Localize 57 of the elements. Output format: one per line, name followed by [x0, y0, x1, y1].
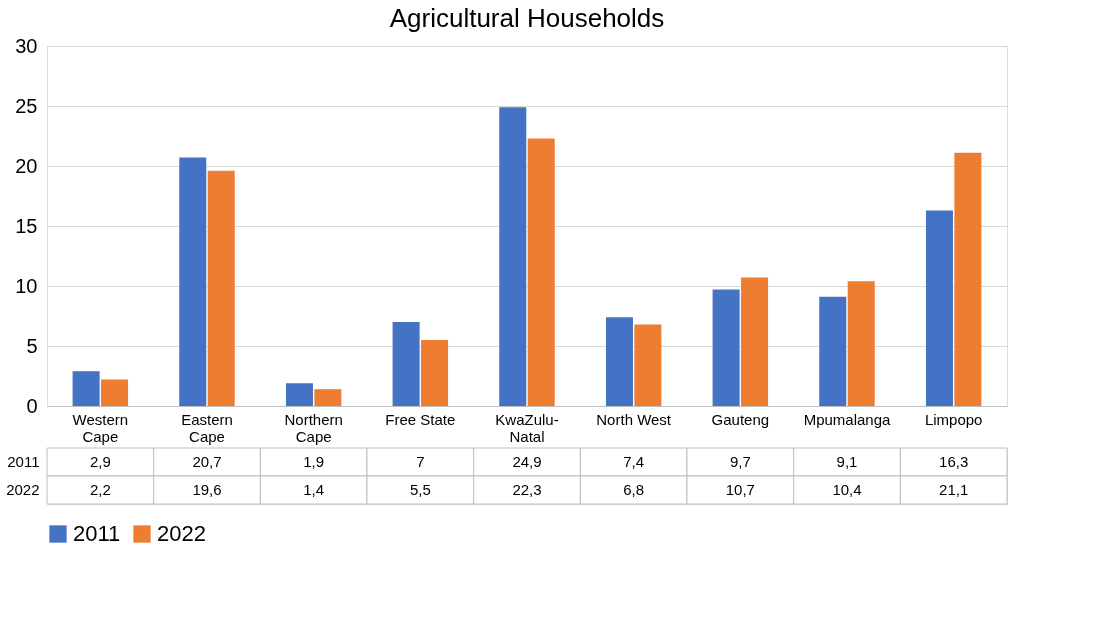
x-tick-label: Free State [385, 410, 456, 428]
bar [741, 277, 769, 406]
data-label: 22,3 [512, 481, 542, 498]
x-tick-label: Limpopo [924, 410, 983, 428]
bar [847, 281, 875, 406]
x-tick-label: Western Cape [72, 410, 129, 445]
data-label: 9,1 [836, 453, 858, 470]
bar [72, 371, 100, 406]
data-label: 19,6 [192, 481, 222, 498]
bar [712, 289, 740, 406]
data-label: 7 [416, 453, 425, 470]
text: 2011 [7, 453, 40, 470]
y-tick-label: 20 [15, 154, 38, 177]
x-tick-label: North West [596, 410, 672, 428]
bar [954, 152, 982, 406]
bar [634, 324, 662, 406]
bar [421, 340, 449, 406]
data-label: 5,5 [409, 481, 431, 498]
text: 2022 [6, 481, 40, 498]
x-tick-label: Gauteng [711, 410, 770, 428]
x-tick-label: Northern Cape [284, 410, 343, 445]
bar [605, 317, 633, 406]
bar [101, 379, 129, 406]
data-label: 9,7 [729, 453, 751, 470]
x-tick-label: Eastern Cape [181, 410, 233, 445]
y-tick-label: 15 [15, 214, 38, 237]
data-label: 7,4 [623, 453, 645, 470]
y-tick-label: 30 [15, 34, 38, 57]
data-label: 10,4 [832, 481, 862, 498]
bar [925, 210, 953, 406]
data-label: 6,8 [623, 481, 645, 498]
data-label: 1,9 [303, 453, 325, 470]
x-tick-label: KwaZulu-Natal [495, 410, 559, 445]
y-tick-label: 25 [15, 94, 38, 117]
y-tick-label: 0 [26, 394, 38, 417]
bar [499, 107, 527, 406]
bar [392, 322, 420, 406]
chart-title: Agricultural Households [389, 3, 665, 33]
bar [819, 296, 847, 406]
data-label: 2,2 [89, 481, 111, 498]
y-tick-label: 5 [26, 334, 38, 357]
data-label: 2,9 [89, 453, 111, 470]
data-label: 24,9 [512, 453, 542, 470]
data-label: 21,1 [939, 481, 969, 498]
legend-label: 2011 [73, 521, 121, 546]
y-tick-label: 10 [15, 274, 38, 297]
bar [314, 389, 342, 406]
bar [285, 383, 313, 406]
x-tick-label: Mpumalanga [803, 410, 892, 428]
data-label: 20,7 [192, 453, 222, 470]
legend-label: 2022 [157, 521, 206, 546]
bar [179, 157, 207, 406]
bar [527, 138, 555, 406]
bar [207, 170, 235, 406]
data-label: 16,3 [939, 453, 969, 470]
data-label: 1,4 [303, 481, 325, 498]
data-label: 10,7 [725, 481, 755, 498]
